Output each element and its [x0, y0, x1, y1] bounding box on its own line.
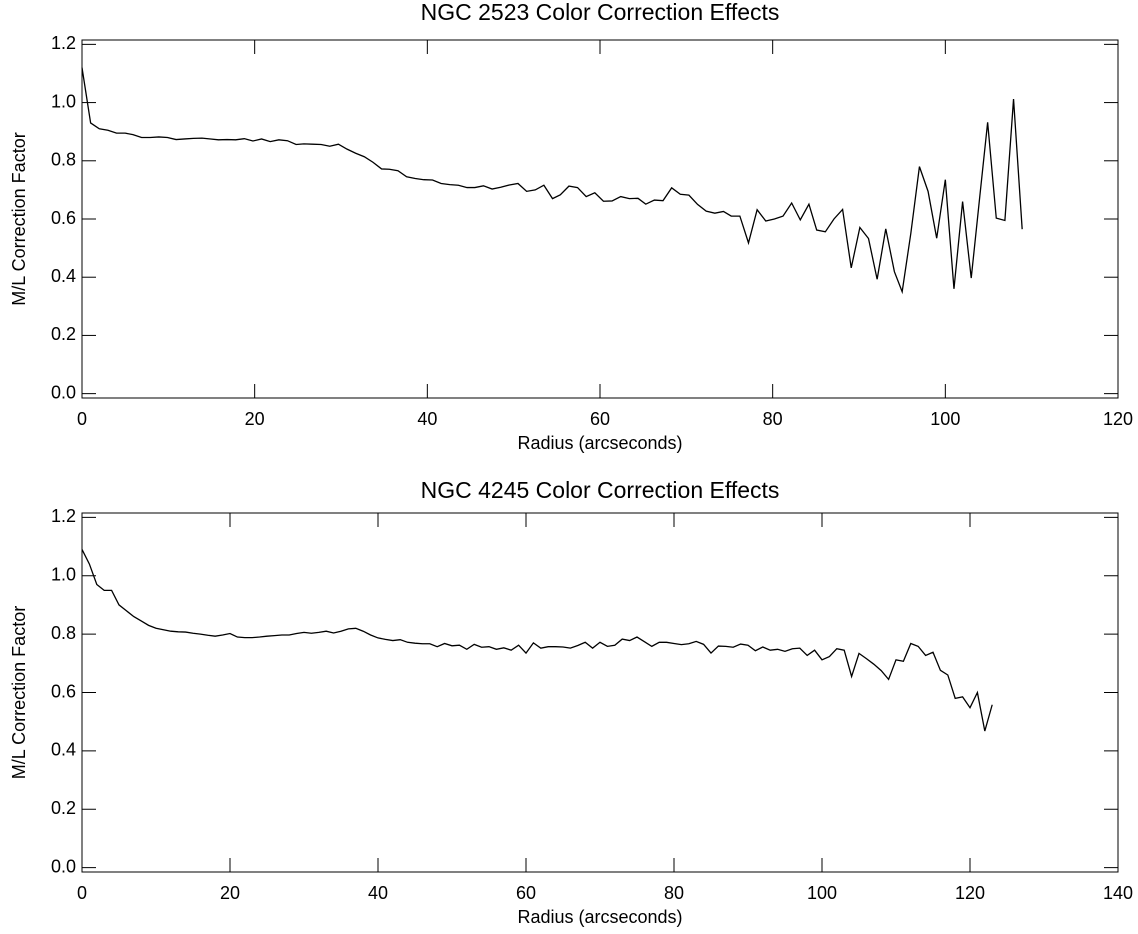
y-tick-label: 1.0	[51, 565, 76, 585]
x-tick-label: 60	[590, 409, 610, 429]
x-tick-label: 60	[516, 883, 536, 903]
x-tick-label: 120	[955, 883, 985, 903]
x-tick-label: 100	[807, 883, 837, 903]
y-tick-label: 0.4	[51, 266, 76, 286]
y-axis-label: M/L Correction Factor	[9, 606, 29, 779]
chart-title: NGC 4245 Color Correction Effects	[421, 477, 780, 503]
x-tick-label: 0	[77, 409, 87, 429]
y-tick-label: 0.6	[51, 208, 76, 228]
x-tick-label: 40	[417, 409, 437, 429]
y-tick-label: 0.8	[51, 623, 76, 643]
data-line	[81, 67, 1023, 295]
y-tick-label: 0.6	[51, 681, 76, 701]
y-tick-label: 1.0	[51, 91, 76, 111]
data-line	[81, 549, 993, 732]
y-tick-label: 0.0	[51, 856, 76, 876]
y-tick-label: 0.8	[51, 150, 76, 170]
y-tick-label: 0.0	[51, 382, 76, 402]
x-tick-label: 140	[1103, 883, 1133, 903]
x-tick-label: 80	[664, 883, 684, 903]
y-tick-label: 0.4	[51, 740, 76, 760]
plot-frame	[81, 512, 1119, 873]
y-tick-label: 0.2	[51, 798, 76, 818]
plot-frame	[81, 39, 1119, 399]
x-tick-label: 0	[77, 883, 87, 903]
x-tick-label: 120	[1103, 409, 1133, 429]
y-tick-label: 0.2	[51, 324, 76, 344]
x-tick-label: 100	[930, 409, 960, 429]
y-tick-label: 1.2	[51, 33, 76, 53]
x-tick-label: 20	[245, 409, 265, 429]
x-tick-label: 40	[368, 883, 388, 903]
x-tick-label: 20	[220, 883, 240, 903]
y-tick-label: 1.2	[51, 506, 76, 526]
x-tick-label: 80	[763, 409, 783, 429]
x-axis-label: Radius (arcseconds)	[517, 907, 682, 927]
x-axis-label: Radius (arcseconds)	[517, 433, 682, 453]
chart-title: NGC 2523 Color Correction Effects	[421, 0, 780, 25]
y-axis-label: M/L Correction Factor	[9, 132, 29, 305]
